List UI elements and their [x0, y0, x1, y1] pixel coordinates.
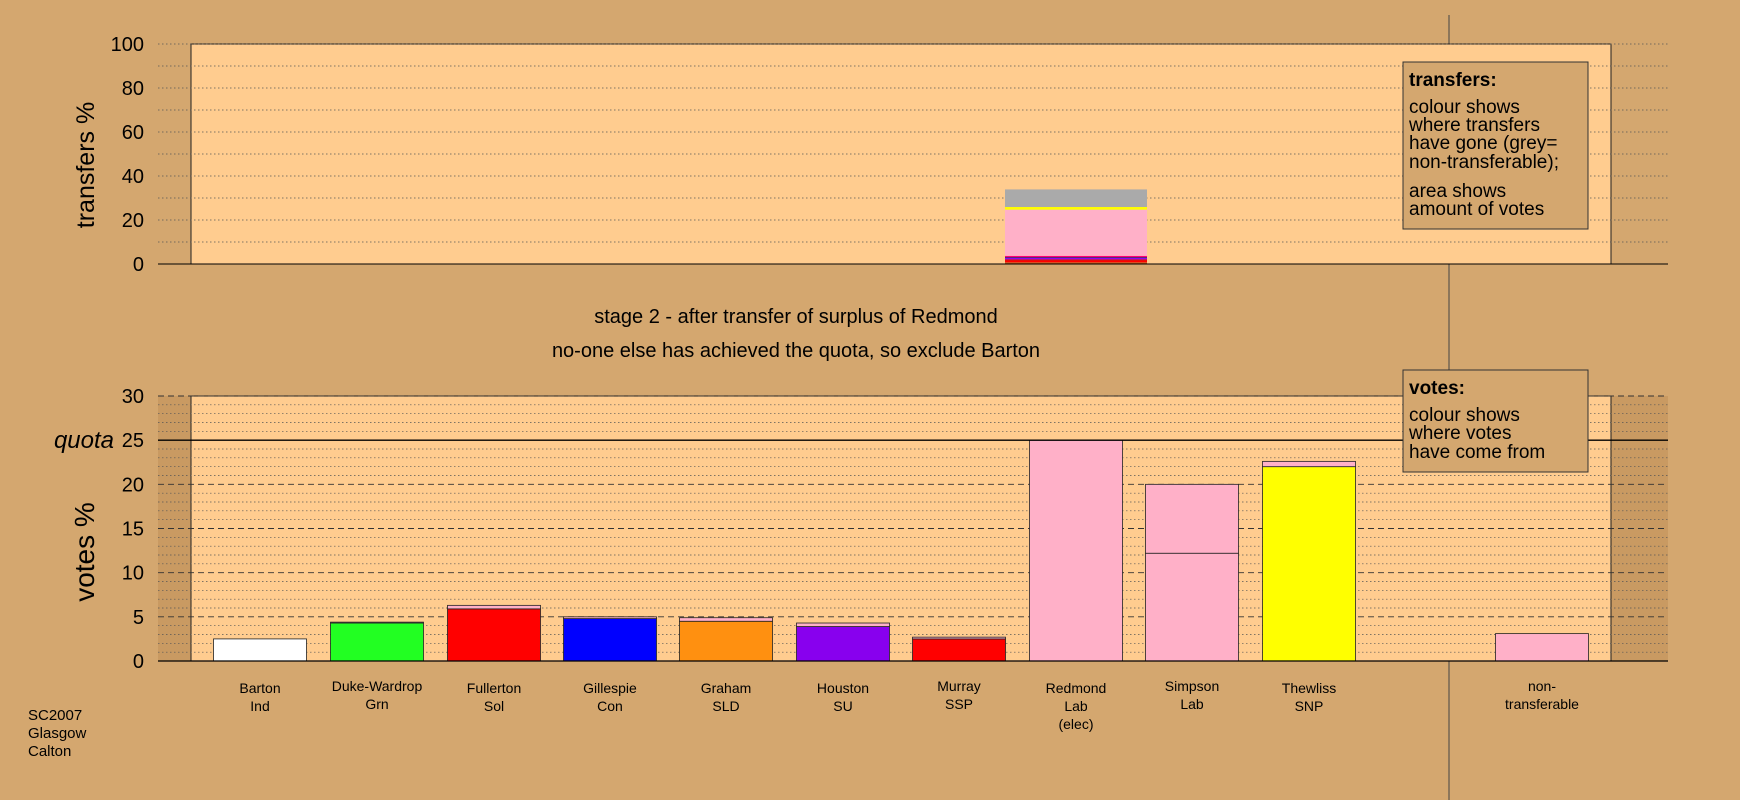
- transfer-segment: [1005, 262, 1147, 264]
- candidate-labels: Barton Ind Duke-Wardrop Grn Fullerton Sol Gill…: [239, 678, 1579, 732]
- candidate-name: Fullerton: [467, 680, 521, 696]
- votes-panel: 0 5 10 15 20 25 30 Barton Ind Duke-Wardrop Grn Ful…: [54, 386, 1668, 732]
- candidate-name: Barton: [239, 680, 280, 696]
- votes-legend-title: votes:: [1409, 378, 1465, 399]
- transfers-stacked-bar: [1005, 189, 1147, 264]
- votes-y-tick-label: 10: [122, 563, 144, 585]
- candidate-party: SSP: [945, 696, 973, 712]
- candidate-name: Gillespie: [583, 680, 637, 696]
- candidate-party: Grn: [365, 696, 388, 712]
- candidate-party: Lab: [1180, 696, 1204, 712]
- transfer-segment: [1005, 209, 1147, 256]
- transfers-y-axis-label: transfers %: [72, 102, 100, 228]
- vote-bar-segment: [796, 626, 890, 662]
- candidate-party: SU: [833, 698, 852, 714]
- candidate-name: Graham: [701, 680, 752, 696]
- candidate-name: Duke-Wardrop: [332, 678, 423, 694]
- transfers-legend-line: non-transferable);: [1409, 152, 1559, 173]
- transfer-segment: [1005, 257, 1147, 259]
- votes-gridlines: [158, 395, 1668, 653]
- candidate-name: Murray: [937, 678, 981, 694]
- transfer-segment: [1005, 207, 1147, 210]
- transfers-legend-line: colour shows: [1409, 97, 1520, 118]
- transfers-y-tick-label: 40: [122, 166, 144, 188]
- candidate-party: Sol: [484, 698, 504, 714]
- transfers-y-tick-label: 0: [133, 254, 144, 276]
- vote-bar-segment: [447, 608, 541, 662]
- stage-action: no-one else has achieved the quota, so e…: [552, 340, 1040, 362]
- vote-bar-segment: [330, 622, 424, 662]
- vote-bar-segment: [679, 617, 773, 622]
- transfers-y-tick-label: 60: [122, 122, 144, 144]
- candidate-status: (elec): [1058, 716, 1093, 732]
- candidate-party: Lab: [1064, 698, 1088, 714]
- votes-legend: votes: colour shows where votes have com…: [1402, 369, 1589, 473]
- vote-bar-segment: [563, 618, 657, 662]
- footer-region: Glasgow: [28, 725, 87, 742]
- candidate-name: Simpson: [1165, 678, 1219, 694]
- vote-bar-segment: [679, 620, 773, 662]
- vote-bar-segment: [447, 604, 541, 610]
- transfers-y-tick-label: 20: [122, 210, 144, 232]
- candidate-party: Con: [597, 698, 623, 714]
- votes-legend-line: colour shows: [1409, 405, 1520, 426]
- vote-bar-segment: [912, 636, 1006, 640]
- transfer-segment: [1005, 255, 1147, 258]
- candidate-name: Redmond: [1046, 680, 1107, 696]
- vote-bar-segment: [213, 638, 307, 662]
- vote-bar-segment: [796, 622, 890, 627]
- stage-description: stage 2 - after transfer of surplus of R…: [594, 306, 998, 328]
- transfers-legend-line: have gone (grey=: [1409, 133, 1557, 154]
- votes-y-tick-label: 25: [122, 430, 144, 452]
- vote-bar-segment: [1262, 460, 1356, 468]
- quota-label: quota: [54, 427, 114, 454]
- votes-y-tick-label: 5: [133, 607, 144, 629]
- transfers-legend-title: transfers:: [1409, 70, 1497, 91]
- transfers-y-tick-label: 80: [122, 78, 144, 100]
- vote-bar-segment: [1145, 552, 1239, 662]
- transfers-legend: transfers: colour shows where transfers …: [1402, 61, 1589, 230]
- votes-legend-line: where votes: [1408, 423, 1511, 444]
- transfers-y-ticks: 0 20 40 60 80 100: [111, 34, 144, 276]
- transfers-y-tick-label: 100: [111, 34, 144, 56]
- vote-bar-segment: [1145, 483, 1239, 554]
- footer-election: SC2007: [28, 707, 82, 724]
- votes-y-tick-label: 15: [122, 519, 144, 541]
- transfer-segment: [1005, 260, 1147, 263]
- votes-y-ticks: 0 5 10 15 20 25 30: [122, 386, 144, 673]
- transfers-legend-box: [1402, 61, 1589, 230]
- transfers-legend-line: area shows: [1409, 181, 1506, 202]
- transfer-segment: [1005, 258, 1147, 260]
- candidate-party: Ind: [250, 698, 269, 714]
- vote-bar-segment: [563, 616, 657, 619]
- candidate-name: non-: [1528, 678, 1556, 694]
- vote-bar-segment: [330, 621, 424, 624]
- votes-y-tick-label: 0: [133, 651, 144, 673]
- transfers-legend-line: amount of votes: [1409, 199, 1544, 220]
- votes-y-tick-label: 30: [122, 386, 144, 408]
- vote-bar-segment: [1262, 466, 1356, 662]
- candidate-party: transferable: [1505, 696, 1579, 712]
- votes-y-axis-label: votes %: [69, 502, 100, 602]
- footer-constituency: Calton: [28, 743, 71, 760]
- votes-bars: [213, 439, 1589, 662]
- transfer-segment: [1005, 259, 1147, 261]
- transfer-segment: [1005, 189, 1147, 208]
- candidate-name: Thewliss: [1282, 680, 1336, 696]
- candidate-name: Houston: [817, 680, 869, 696]
- transfers-legend-line: where transfers: [1408, 115, 1540, 136]
- vote-bar-segment: [1029, 439, 1123, 662]
- candidate-party: SLD: [712, 698, 739, 714]
- transfers-panel: 0 20 40 60 80 100 transfers %: [72, 34, 1668, 276]
- vote-bar-segment: [1495, 633, 1589, 662]
- candidate-party: SNP: [1295, 698, 1324, 714]
- vote-bar-segment: [912, 638, 1006, 662]
- votes-y-tick-label: 20: [122, 474, 144, 496]
- votes-legend-box: [1402, 369, 1589, 473]
- votes-legend-line: have come from: [1409, 442, 1545, 463]
